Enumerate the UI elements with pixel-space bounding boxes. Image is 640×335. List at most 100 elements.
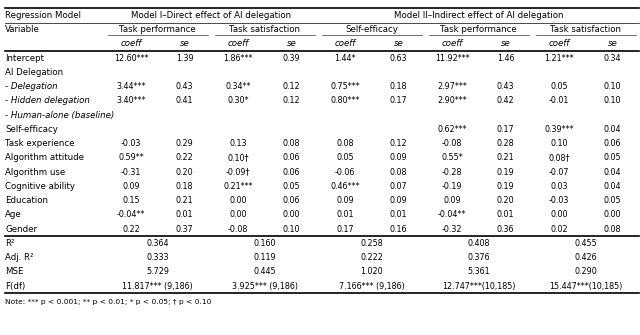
- Text: Task satisfaction: Task satisfaction: [229, 25, 300, 34]
- Text: 0.34: 0.34: [604, 54, 621, 63]
- Text: 0.12: 0.12: [283, 96, 300, 106]
- Text: 0.05: 0.05: [604, 153, 621, 162]
- Text: 0.15: 0.15: [122, 196, 140, 205]
- Text: se: se: [394, 40, 403, 49]
- Text: 0.06: 0.06: [283, 153, 300, 162]
- Text: 3.44***: 3.44***: [116, 82, 146, 91]
- Text: -0.04**: -0.04**: [438, 210, 467, 219]
- Text: 0.16: 0.16: [390, 225, 407, 234]
- Text: 0.80***: 0.80***: [330, 96, 360, 106]
- Text: 0.08†: 0.08†: [548, 153, 570, 162]
- Text: Adj. R²: Adj. R²: [5, 253, 34, 262]
- Text: - Delegation: - Delegation: [5, 82, 58, 91]
- Text: -0.03: -0.03: [121, 139, 141, 148]
- Text: 0.39***: 0.39***: [544, 125, 574, 134]
- Text: 0.18: 0.18: [390, 82, 407, 91]
- Text: 0.43: 0.43: [176, 82, 193, 91]
- Text: 0.222: 0.222: [360, 253, 383, 262]
- Text: 0.55*: 0.55*: [441, 153, 463, 162]
- Text: 7.166*** (9,186): 7.166*** (9,186): [339, 282, 404, 291]
- Text: 0.333: 0.333: [147, 253, 169, 262]
- Text: Gender: Gender: [5, 225, 37, 234]
- Text: 0.28: 0.28: [497, 139, 515, 148]
- Text: 0.00: 0.00: [604, 210, 621, 219]
- Text: se: se: [608, 40, 618, 49]
- Text: 0.22: 0.22: [122, 225, 140, 234]
- Text: 0.290: 0.290: [575, 267, 597, 276]
- Text: 0.36: 0.36: [497, 225, 515, 234]
- Text: -0.07: -0.07: [549, 168, 570, 177]
- Text: -0.28: -0.28: [442, 168, 462, 177]
- Text: 0.21: 0.21: [176, 196, 193, 205]
- Text: -0.01: -0.01: [549, 96, 570, 106]
- Text: 0.01: 0.01: [337, 210, 354, 219]
- Text: 0.05: 0.05: [336, 153, 354, 162]
- Text: 0.08: 0.08: [283, 139, 300, 148]
- Text: 0.63: 0.63: [390, 54, 407, 63]
- Text: 0.01: 0.01: [497, 210, 515, 219]
- Text: Task experience: Task experience: [5, 139, 75, 148]
- Text: se: se: [287, 40, 296, 49]
- Text: Note: *** p < 0.001; ** p < 0.01; * p < 0.05; † p < 0.10: Note: *** p < 0.001; ** p < 0.01; * p < …: [5, 299, 211, 305]
- Text: 1.44*: 1.44*: [334, 54, 356, 63]
- Text: 0.455: 0.455: [575, 239, 597, 248]
- Text: -0.19: -0.19: [442, 182, 462, 191]
- Text: 3.925*** (9,186): 3.925*** (9,186): [232, 282, 298, 291]
- Text: se: se: [180, 40, 189, 49]
- Text: 11.817*** (9,186): 11.817*** (9,186): [122, 282, 193, 291]
- Text: 0.426: 0.426: [575, 253, 597, 262]
- Text: 5.361: 5.361: [468, 267, 490, 276]
- Text: 0.04: 0.04: [604, 168, 621, 177]
- Text: -0.09†: -0.09†: [226, 168, 250, 177]
- Text: 0.39: 0.39: [283, 54, 300, 63]
- Text: 0.59**: 0.59**: [118, 153, 144, 162]
- Text: Algorithm attitude: Algorithm attitude: [5, 153, 84, 162]
- Text: 0.05: 0.05: [550, 82, 568, 91]
- Text: 5.729: 5.729: [147, 267, 170, 276]
- Text: 0.75***: 0.75***: [330, 82, 360, 91]
- Text: 0.19: 0.19: [497, 182, 515, 191]
- Text: 0.07: 0.07: [390, 182, 408, 191]
- Text: 0.12: 0.12: [390, 139, 408, 148]
- Text: 0.30*: 0.30*: [227, 96, 249, 106]
- Text: 0.00: 0.00: [283, 210, 300, 219]
- Text: 0.02: 0.02: [550, 225, 568, 234]
- Text: 0.364: 0.364: [147, 239, 169, 248]
- Text: 0.17: 0.17: [497, 125, 515, 134]
- Text: coeff: coeff: [442, 40, 463, 49]
- Text: 0.22: 0.22: [176, 153, 193, 162]
- Text: 0.10†: 0.10†: [227, 153, 249, 162]
- Text: Regression Model: Regression Model: [5, 11, 81, 20]
- Text: 15.447***(10,185): 15.447***(10,185): [549, 282, 623, 291]
- Text: Self-efficacy: Self-efficacy: [346, 25, 398, 34]
- Text: 0.00: 0.00: [229, 210, 247, 219]
- Text: 0.43: 0.43: [497, 82, 515, 91]
- Text: -0.31: -0.31: [121, 168, 141, 177]
- Text: 0.04: 0.04: [604, 125, 621, 134]
- Text: 1.39: 1.39: [176, 54, 193, 63]
- Text: 0.01: 0.01: [176, 210, 193, 219]
- Text: 0.09: 0.09: [336, 196, 354, 205]
- Text: 0.445: 0.445: [253, 267, 276, 276]
- Text: 0.10: 0.10: [550, 139, 568, 148]
- Text: 0.13: 0.13: [229, 139, 247, 148]
- Text: -0.06: -0.06: [335, 168, 355, 177]
- Text: 0.10: 0.10: [283, 225, 300, 234]
- Text: 2.90***: 2.90***: [437, 96, 467, 106]
- Text: 0.46***: 0.46***: [330, 182, 360, 191]
- Text: - Hidden delegation: - Hidden delegation: [5, 96, 90, 106]
- Text: se: se: [500, 40, 511, 49]
- Text: -0.03: -0.03: [549, 196, 570, 205]
- Text: 1.86***: 1.86***: [223, 54, 253, 63]
- Text: Variable: Variable: [5, 25, 40, 34]
- Text: 12.60***: 12.60***: [114, 54, 148, 63]
- Text: 12.747***(10,185): 12.747***(10,185): [442, 282, 516, 291]
- Text: 1.21***: 1.21***: [544, 54, 574, 63]
- Text: Model II–Indirect effect of AI delegation: Model II–Indirect effect of AI delegatio…: [394, 11, 564, 20]
- Text: 11.92***: 11.92***: [435, 54, 470, 63]
- Text: 0.21***: 0.21***: [223, 182, 253, 191]
- Text: 3.40***: 3.40***: [116, 96, 146, 106]
- Text: -0.32: -0.32: [442, 225, 462, 234]
- Text: 0.08: 0.08: [390, 168, 407, 177]
- Text: 0.00: 0.00: [550, 210, 568, 219]
